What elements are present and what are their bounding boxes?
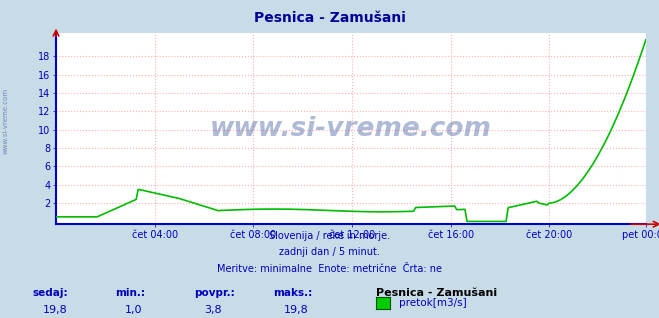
Text: Meritve: minimalne  Enote: metrične  Črta: ne: Meritve: minimalne Enote: metrične Črta:…	[217, 264, 442, 273]
Text: pretok[m3/s]: pretok[m3/s]	[399, 298, 467, 308]
Text: 19,8: 19,8	[283, 305, 308, 315]
Text: Pesnica - Zamušani: Pesnica - Zamušani	[254, 11, 405, 25]
Text: www.si-vreme.com: www.si-vreme.com	[2, 88, 9, 154]
Text: zadnji dan / 5 minut.: zadnji dan / 5 minut.	[279, 247, 380, 257]
Text: 3,8: 3,8	[204, 305, 222, 315]
Text: sedaj:: sedaj:	[33, 288, 69, 298]
Text: maks.:: maks.:	[273, 288, 313, 298]
Text: Slovenija / reke in morje.: Slovenija / reke in morje.	[269, 231, 390, 240]
Text: www.si-vreme.com: www.si-vreme.com	[210, 116, 492, 142]
Text: povpr.:: povpr.:	[194, 288, 235, 298]
Text: 19,8: 19,8	[43, 305, 68, 315]
Text: min.:: min.:	[115, 288, 146, 298]
Text: Pesnica - Zamušani: Pesnica - Zamušani	[376, 288, 497, 298]
Text: 1,0: 1,0	[125, 305, 143, 315]
